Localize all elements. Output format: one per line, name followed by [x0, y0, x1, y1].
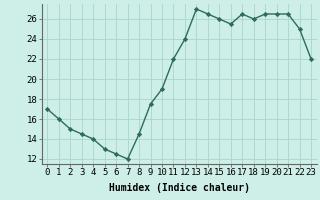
- X-axis label: Humidex (Indice chaleur): Humidex (Indice chaleur): [109, 183, 250, 193]
